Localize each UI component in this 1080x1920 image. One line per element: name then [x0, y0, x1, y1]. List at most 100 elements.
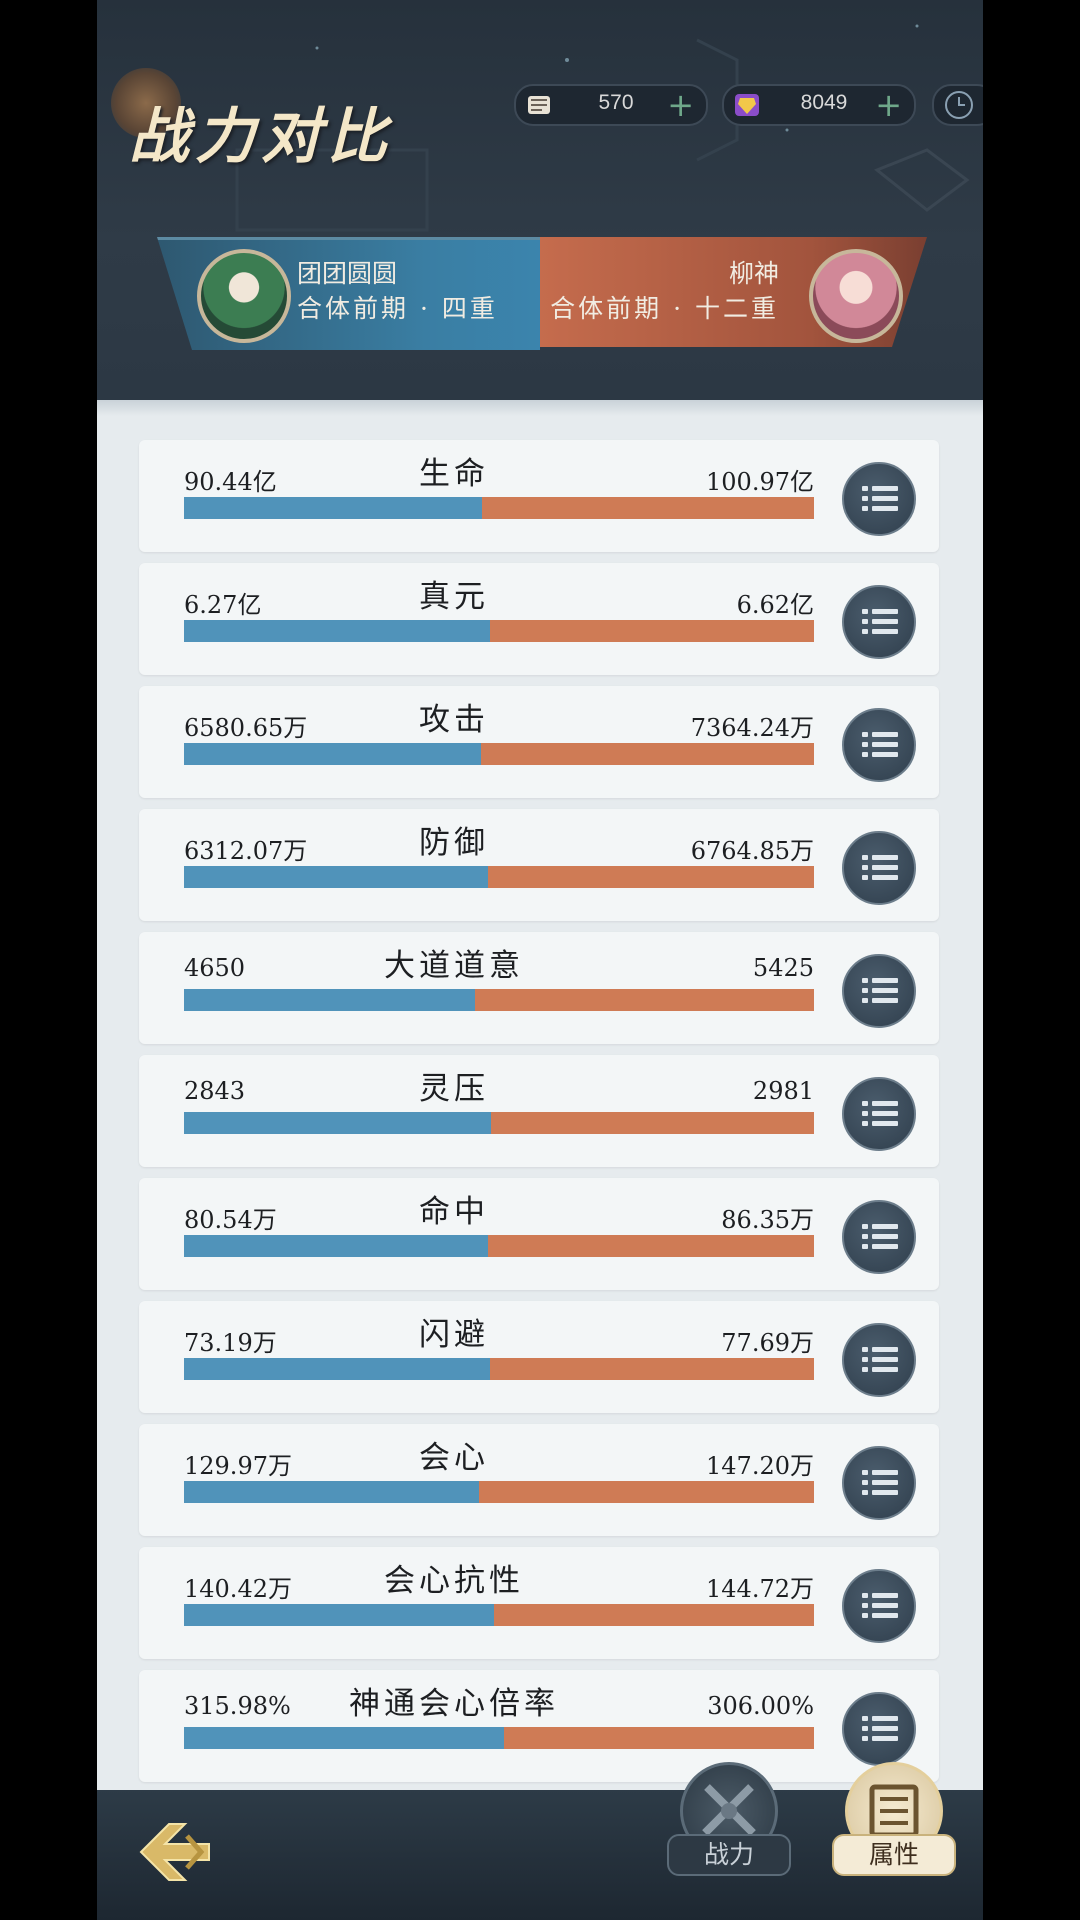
clock-button[interactable]: [932, 84, 983, 126]
stat-left-share-fill: [184, 620, 491, 642]
stat-left-value: 90.44亿: [184, 468, 277, 496]
stat-left-share-fill: [184, 743, 482, 765]
list-icon: [862, 1591, 898, 1621]
stat-row: 129.97万 会心 147.20万: [139, 1424, 939, 1536]
stat-right-value: 77.69万: [721, 1329, 814, 1357]
stat-detail-button[interactable]: [842, 831, 916, 905]
clock-icon: [945, 91, 973, 119]
stat-row: 73.19万 闪避 77.69万: [139, 1301, 939, 1413]
stat-compare-bar: [184, 620, 814, 642]
stat-compare-bar: [184, 866, 814, 888]
list-icon: [862, 976, 898, 1006]
stat-row: 140.42万 会心抗性 144.72万: [139, 1547, 939, 1659]
stat-row: 4650 大道道意 5425: [139, 932, 939, 1044]
list-icon: [862, 730, 898, 760]
add-gem-button[interactable]: +: [875, 86, 902, 124]
stat-compare-bar: [184, 1604, 814, 1626]
app-screen: 战力对比 570 + 8049 + 团团圆圆 合体前期 · 四重 柳神: [97, 0, 983, 1920]
currency-gem[interactable]: 8049 +: [722, 84, 916, 126]
stat-compare-bar: [184, 743, 814, 765]
purple-gem-icon: [730, 88, 764, 122]
stat-left-share-fill: [184, 866, 489, 888]
stat-right-value: 100.97亿: [706, 468, 814, 496]
stat-left-share-fill: [184, 1604, 494, 1626]
stat-list[interactable]: 90.44亿 生命 100.97亿 6.27亿 真元 6.62亿 6580.65万 攻击 736…: [97, 400, 983, 1790]
page-title: 战力对比: [129, 102, 393, 172]
scroll-token-icon: [522, 88, 556, 122]
right-player-rank: 合体前期 · 十二重: [550, 294, 779, 323]
stat-right-value: 5425: [752, 954, 814, 982]
stat-detail-button[interactable]: [842, 462, 916, 536]
stat-label: 攻击: [419, 702, 489, 738]
stat-detail-button[interactable]: [842, 1569, 916, 1643]
stat-row: 6.27亿 真元 6.62亿: [139, 563, 939, 675]
stat-label: 会心: [419, 1440, 489, 1476]
stat-right-value: 144.72万: [706, 1575, 814, 1603]
header: 战力对比 570 + 8049 + 团团圆圆 合体前期 · 四重 柳神: [97, 0, 983, 400]
stat-detail-button[interactable]: [842, 585, 916, 659]
currency-scroll-value: 570: [598, 91, 634, 114]
add-scroll-button[interactable]: +: [667, 86, 694, 124]
stat-row: 80.54万 命中 86.35万: [139, 1178, 939, 1290]
stat-detail-button[interactable]: [842, 1077, 916, 1151]
stat-left-value: 80.54万: [184, 1206, 277, 1234]
list-icon: [862, 1714, 898, 1744]
list-icon: [862, 1345, 898, 1375]
tab-power[interactable]: 战力: [667, 1762, 791, 1902]
tab-attributes-label: 属性: [832, 1834, 956, 1876]
stat-left-value: 4650: [184, 954, 246, 982]
currency-scroll[interactable]: 570 +: [514, 84, 708, 126]
stat-row: 315.98% 神通会心倍率 306.00%: [139, 1670, 939, 1782]
tab-power-label: 战力: [667, 1834, 791, 1876]
left-player-name: 团团圆圆: [297, 259, 398, 288]
list-icon: [862, 1468, 898, 1498]
stat-label: 闪避: [419, 1317, 489, 1353]
stat-compare-bar: [184, 989, 814, 1011]
stat-detail-button[interactable]: [842, 708, 916, 782]
right-player-avatar: [809, 249, 903, 343]
stat-detail-button[interactable]: [842, 1446, 916, 1520]
stat-compare-bar: [184, 497, 814, 519]
stat-row: 6580.65万 攻击 7364.24万: [139, 686, 939, 798]
back-button[interactable]: [135, 1812, 215, 1892]
stat-detail-button[interactable]: [842, 1692, 916, 1766]
stat-left-share-fill: [184, 1727, 505, 1749]
stat-right-value: 6764.85万: [690, 837, 814, 865]
right-player-name: 柳神: [728, 259, 779, 288]
list-icon: [862, 484, 898, 514]
stat-left-share-fill: [184, 1235, 489, 1257]
list-icon: [862, 1222, 898, 1252]
stat-right-value: 7364.24万: [690, 714, 814, 742]
list-icon: [862, 853, 898, 883]
stat-compare-bar: [184, 1481, 814, 1503]
stat-left-share-fill: [184, 1481, 480, 1503]
title-glow: [111, 68, 181, 138]
stat-detail-button[interactable]: [842, 954, 916, 1028]
stat-label: 神通会心倍率: [349, 1686, 559, 1722]
stat-left-value: 6580.65万: [184, 714, 308, 742]
stat-label: 大道道意: [384, 948, 524, 984]
back-arrow-icon: [139, 1823, 210, 1881]
stat-row: 2843 灵压 2981: [139, 1055, 939, 1167]
stat-left-value: 6312.07万: [184, 837, 308, 865]
stat-row: 6312.07万 防御 6764.85万: [139, 809, 939, 921]
stat-label: 真元: [419, 579, 489, 615]
stat-detail-button[interactable]: [842, 1323, 916, 1397]
list-icon: [862, 1099, 898, 1129]
stat-detail-button[interactable]: [842, 1200, 916, 1274]
stat-right-value: 86.35万: [721, 1206, 814, 1234]
stat-left-value: 140.42万: [184, 1575, 292, 1603]
stat-left-share-fill: [184, 1112, 492, 1134]
list-top-edge: [97, 400, 983, 416]
stat-compare-bar: [184, 1235, 814, 1257]
stat-right-value: 2981: [752, 1077, 814, 1105]
tab-attributes[interactable]: 属性: [832, 1762, 956, 1902]
left-player-avatar: [197, 249, 291, 343]
stat-left-value: 73.19万: [184, 1329, 277, 1357]
stat-right-value: 306.00%: [707, 1692, 814, 1720]
stat-right-value: 6.62亿: [736, 591, 814, 619]
stat-compare-bar: [184, 1112, 814, 1134]
stat-label: 防御: [419, 825, 489, 861]
stat-label: 灵压: [419, 1071, 489, 1107]
stat-row: 90.44亿 生命 100.97亿: [139, 440, 939, 552]
